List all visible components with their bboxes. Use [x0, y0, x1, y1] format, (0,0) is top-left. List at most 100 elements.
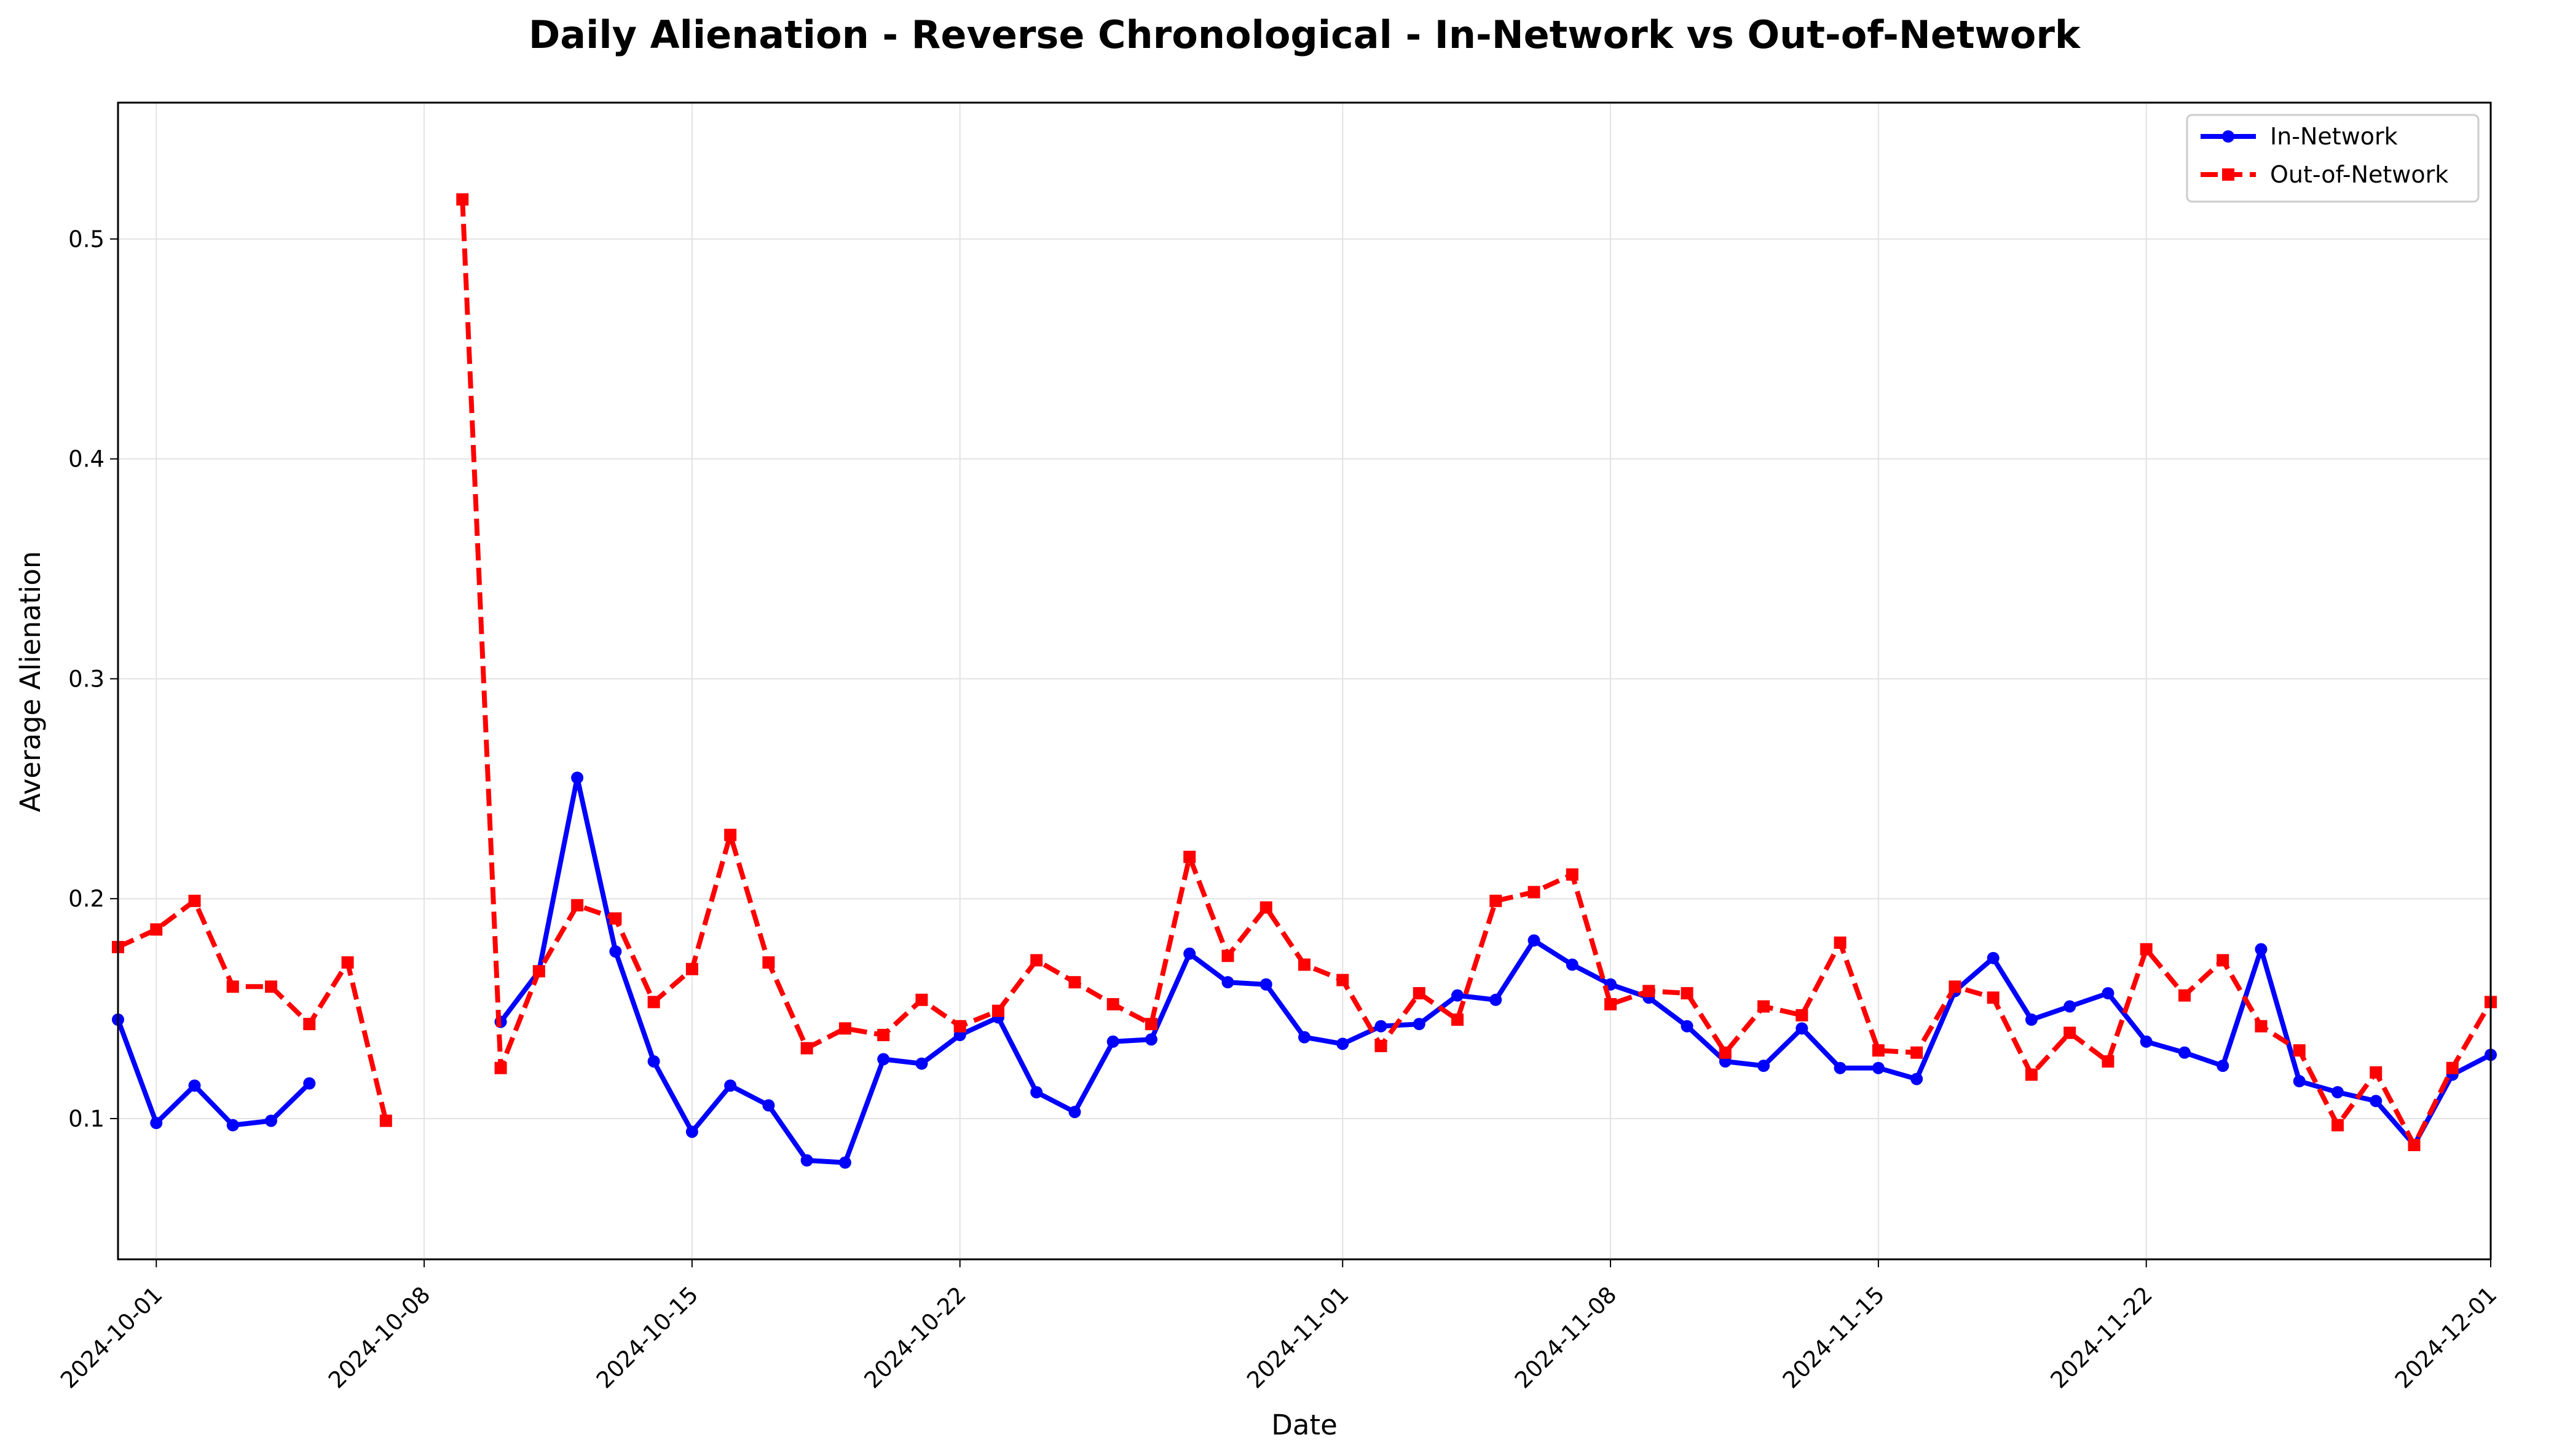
- y-axis-title: Average Alienation: [14, 551, 47, 813]
- data-point: [877, 1053, 890, 1066]
- data-point: [838, 1022, 851, 1035]
- data-point: [609, 945, 622, 958]
- plot-frame: [117, 101, 2492, 1261]
- data-point: [1872, 1044, 1885, 1057]
- y-tick-label: 0.5: [68, 226, 104, 253]
- data-point: [2255, 1020, 2268, 1033]
- data-point: [762, 1099, 775, 1112]
- data-point: [2063, 1000, 2076, 1013]
- y-tick-label: 0.4: [68, 446, 104, 473]
- data-point: [1298, 1031, 1311, 1044]
- x-tick-label: 2024-11-22: [2046, 1281, 2158, 1393]
- data-point: [303, 1077, 316, 1090]
- legend-item-out-of-network: Out-of-Network: [2201, 161, 2448, 188]
- data-point: [188, 894, 201, 907]
- data-point: [188, 1079, 201, 1092]
- data-point: [1834, 936, 1847, 949]
- data-point: [2446, 1061, 2459, 1074]
- data-point: [1336, 1037, 1349, 1050]
- data-point: [991, 1004, 1004, 1017]
- data-point: [226, 980, 239, 993]
- chart-title: Daily Alienation - Reverse Chronological…: [529, 12, 2081, 57]
- data-point: [647, 996, 660, 1009]
- data-point: [571, 899, 584, 911]
- data-point: [1757, 1060, 1770, 1072]
- data-point: [150, 923, 163, 936]
- data-point: [1834, 1061, 1847, 1074]
- data-point: [150, 1117, 163, 1130]
- data-point: [2331, 1119, 2344, 1131]
- legend: In-Network Out-of-Network: [2186, 114, 2480, 203]
- data-point: [1566, 958, 1579, 971]
- data-point: [341, 956, 354, 969]
- data-point: [1795, 1009, 1808, 1021]
- data-point: [1106, 998, 1119, 1010]
- data-point: [226, 1119, 239, 1131]
- data-point: [2178, 989, 2191, 1002]
- data-point: [2370, 1095, 2383, 1108]
- data-point: [456, 193, 469, 206]
- x-tick-label: 2024-10-08: [323, 1281, 435, 1393]
- data-point: [2178, 1046, 2191, 1059]
- data-point: [685, 1125, 698, 1138]
- data-point: [1145, 1018, 1157, 1031]
- data-point: [724, 828, 737, 841]
- data-point: [877, 1029, 890, 1042]
- data-point: [1910, 1046, 1923, 1059]
- data-point: [303, 1018, 316, 1031]
- data-point: [494, 1061, 507, 1074]
- data-point: [265, 980, 278, 993]
- data-point: [2331, 1086, 2344, 1099]
- y-tick-label: 0.1: [68, 1106, 104, 1132]
- data-point: [647, 1055, 660, 1068]
- data-point: [1527, 886, 1540, 899]
- grid: [118, 103, 2491, 1259]
- x-tick-label: 2024-10-01: [55, 1281, 167, 1393]
- series-line: [460, 199, 2493, 1147]
- data-point: [1336, 974, 1349, 986]
- data-point: [532, 965, 545, 978]
- data-point: [2408, 1138, 2421, 1151]
- data-point: [1413, 1018, 1425, 1031]
- data-point: [838, 1156, 851, 1169]
- data-point: [2140, 1035, 2153, 1048]
- data-point: [1221, 976, 1234, 989]
- data-point: [1413, 987, 1425, 1000]
- series-out-of-network: [112, 193, 2497, 1151]
- data-point: [2102, 987, 2115, 1000]
- x-tick-label: 2024-12-01: [2390, 1281, 2502, 1393]
- x-axis-title: Date: [1271, 1409, 1338, 1441]
- legend-swatch-marker: [2222, 130, 2234, 143]
- data-point: [1451, 1013, 1464, 1026]
- data-point: [1795, 1022, 1808, 1035]
- y-tick-label: 0.3: [68, 666, 104, 692]
- data-point: [1259, 901, 1272, 914]
- data-point: [2140, 943, 2153, 956]
- data-point: [762, 956, 775, 969]
- data-point: [2025, 1068, 2038, 1081]
- data-point: [1489, 894, 1502, 907]
- data-point: [1106, 1035, 1119, 1048]
- legend-item-in-network: In-Network: [2201, 123, 2398, 150]
- series-line: [116, 1018, 312, 1128]
- legend-label: Out-of-Network: [2270, 161, 2448, 188]
- legend-label: In-Network: [2270, 123, 2398, 150]
- data-point: [1068, 1106, 1081, 1119]
- data-point: [915, 1057, 928, 1070]
- data-point: [1183, 947, 1196, 960]
- data-point: [1757, 1000, 1770, 1013]
- data-point: [1949, 980, 1961, 993]
- data-point: [1642, 985, 1655, 998]
- data-point: [1298, 958, 1311, 971]
- data-point: [1681, 987, 1693, 1000]
- data-point: [1527, 934, 1540, 947]
- data-point: [800, 1042, 813, 1055]
- x-tick-label: 2024-11-08: [1510, 1281, 1622, 1393]
- data-point: [1221, 950, 1234, 962]
- data-point: [1872, 1061, 1885, 1074]
- data-point: [2217, 954, 2229, 967]
- data-point: [915, 993, 928, 1006]
- data-point: [1987, 951, 2000, 964]
- data-point: [2293, 1075, 2306, 1088]
